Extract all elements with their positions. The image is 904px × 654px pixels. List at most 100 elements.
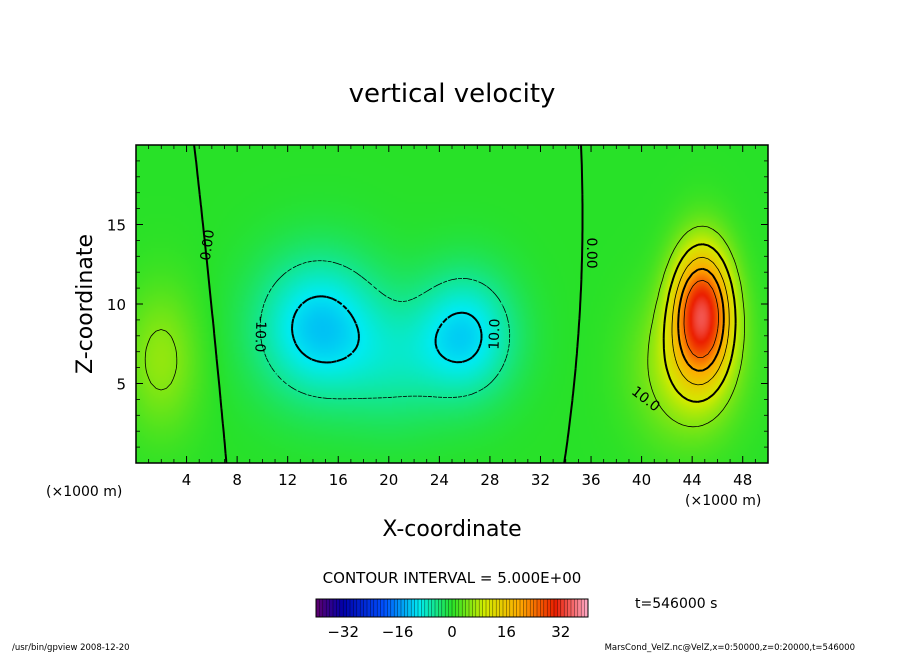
colorbar-cell (496, 599, 500, 617)
colorbar-cell (431, 599, 436, 617)
colorbar-cell (509, 599, 514, 617)
colorbar-cell (438, 599, 443, 617)
colorbar-cell (492, 599, 497, 617)
x-tick-label: 40 (632, 471, 651, 489)
x-tick-label: 24 (430, 471, 449, 489)
x-unit-label-left: (×1000 m) (46, 484, 122, 500)
colorbar-cell (370, 599, 375, 617)
x-axis-ticks: 4 8 12 16 20 24 28 32 36 40 44 48 (148, 145, 756, 489)
colorbar-cell (557, 599, 562, 617)
contour-interval-text: CONTOUR INTERVAL = 5.000E+00 (323, 569, 582, 587)
colorbar-cell (367, 599, 371, 617)
colorbar-cell (394, 599, 398, 617)
colorbar-cell (584, 599, 589, 617)
x-tick-label: 48 (733, 471, 752, 489)
x-axis-label: X-coordinate (382, 517, 521, 542)
colorbar-cell (472, 599, 477, 617)
colorbar-cell (418, 599, 422, 617)
colorbar-cell (329, 599, 334, 617)
colorbar-ticks: −32 −16 0 16 32 (327, 623, 570, 641)
colorbar-cell (567, 599, 572, 617)
colorbar-cell (564, 599, 568, 617)
colorbar-cell (390, 599, 395, 617)
colorbar-cell (363, 599, 368, 617)
colorbar-cell (520, 599, 524, 617)
colorbar-cell (404, 599, 409, 617)
colorbar-cell (547, 599, 551, 617)
colorbar-cell (360, 599, 364, 617)
colorbar-cell (441, 599, 446, 617)
colorbar-tick-label: −32 (327, 623, 359, 641)
colorbar-cell (401, 599, 405, 617)
x-tick-label: 8 (232, 471, 242, 489)
velocity-field-shading (136, 145, 768, 463)
colorbar-cell (462, 599, 466, 617)
colorbar-cell (513, 599, 517, 617)
contour-line (291, 295, 483, 364)
contour-line (259, 260, 511, 400)
contour-label: 0.00 (583, 238, 599, 269)
x-tick-label: 28 (480, 471, 499, 489)
colorbar-cell (540, 599, 545, 617)
colorbar-cell (414, 599, 419, 617)
colorbar-cell (322, 599, 327, 617)
colorbar-cell (550, 599, 555, 617)
colorbar-cell (339, 599, 344, 617)
colorbar-tick-label: 16 (497, 623, 516, 641)
colorbar-cell (356, 599, 361, 617)
x-tick-label: 36 (581, 471, 600, 489)
colorbar-cell (445, 599, 449, 617)
colorbar-cell (577, 599, 582, 617)
contour-label: -10.0 (251, 316, 268, 353)
footer-right: MarsCond_VelZ.nc@VelZ,x=0:50000,z=0:2000… (605, 643, 855, 653)
colorbar-cell (319, 599, 324, 617)
colorbar-cell (380, 599, 385, 617)
colorbar-cell (387, 599, 392, 617)
colorbar-frame (315, 598, 589, 618)
y-tick-label: 15 (107, 217, 126, 235)
colorbar-cell (384, 599, 388, 617)
colorbar-cell (537, 599, 541, 617)
colorbar-cell (333, 599, 337, 617)
colorbar-cell (336, 599, 341, 617)
contour-line (677, 267, 725, 372)
colorbar-cell (448, 599, 453, 617)
colorbar-cell (560, 599, 565, 617)
colorbar-cell (503, 599, 507, 617)
colorbar-tick-label: −16 (382, 623, 414, 641)
colorbar-cell (455, 599, 460, 617)
colorbar-cell (499, 599, 504, 617)
colorbar-cell (571, 599, 575, 617)
x-unit-label-right: (×1000 m) (685, 493, 761, 509)
colorbar-cell (533, 599, 538, 617)
contour-line (671, 256, 730, 386)
x-tick-label: 44 (683, 471, 702, 489)
colorbar-cell (489, 599, 494, 617)
colorbar-cell (316, 599, 320, 617)
x-tick-label: 32 (531, 471, 550, 489)
colorbar-cell (346, 599, 351, 617)
colorbar-cell (353, 599, 358, 617)
colorbar-cell (424, 599, 429, 617)
colorbar-cell (523, 599, 528, 617)
colorbar-cell (506, 599, 511, 617)
colorbar-cell (373, 599, 378, 617)
x-tick-label: 12 (278, 471, 297, 489)
colorbar-cell (465, 599, 470, 617)
x-tick-label: 4 (182, 471, 192, 489)
colorbar-tick-label: 32 (551, 623, 570, 641)
colorbar-cell (574, 599, 579, 617)
chart-title: vertical velocity (349, 79, 556, 109)
footer-left: /usr/bin/gpview 2008-12-20 (12, 643, 130, 653)
y-tick-label: 10 (107, 296, 126, 314)
colorbar-cell (516, 599, 521, 617)
colorbar-cell (479, 599, 483, 617)
colorbar-cell (475, 599, 480, 617)
colorbar: −32 −16 0 16 32 (315, 598, 589, 641)
colorbar-cell (435, 599, 439, 617)
contour-label: 10.0 (486, 318, 503, 350)
colorbar-cell (526, 599, 531, 617)
colorbar-cell (581, 599, 585, 617)
y-axis-label: Z-coordinate (73, 234, 98, 374)
